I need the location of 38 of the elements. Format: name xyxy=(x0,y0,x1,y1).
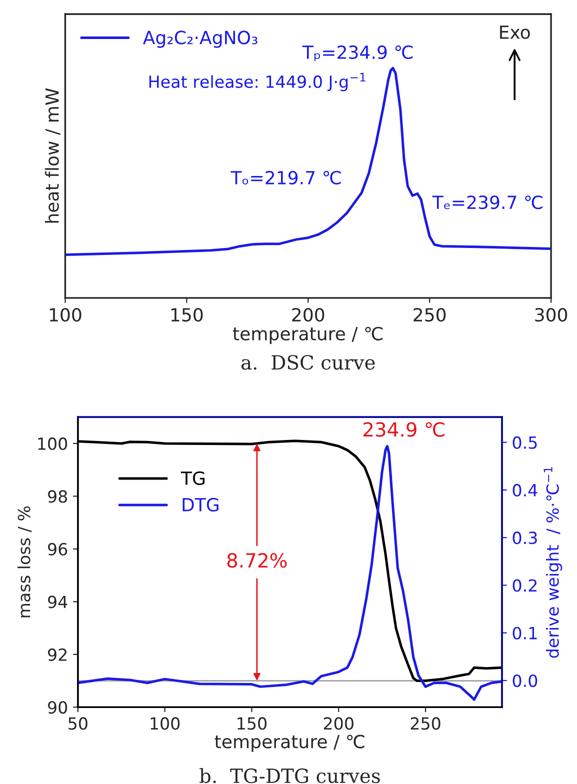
y-tick-label: 96 xyxy=(48,542,68,556)
y-tick-label: 94 xyxy=(48,596,68,608)
annotation: Tₑ=239.7 ℃ xyxy=(432,196,542,210)
x-tick-label: 150 xyxy=(238,717,267,730)
text: a. DSC curve xyxy=(241,355,375,370)
legend-label: DTG xyxy=(182,498,218,512)
x-tick-label: 200 xyxy=(292,308,324,322)
y2-axis-title: derive weight / %·℃$^{−1}$ xyxy=(544,467,562,658)
annotation: Tₚ=234.9 ℃ xyxy=(302,45,413,61)
y2-tick-label: 0.4 xyxy=(512,484,538,497)
y2-tick-label: 0.5 xyxy=(512,436,537,449)
x-tick-label: 50 xyxy=(68,717,88,730)
y2-tick-label: 0.0 xyxy=(512,674,538,688)
y-tick-label: 98 xyxy=(48,490,68,503)
x-axis-title: temperature / ℃ xyxy=(232,326,383,344)
annotation: 234.9 ℃ xyxy=(364,422,444,437)
x-tick-label: 200 xyxy=(324,717,354,730)
x-tick-label: 300 xyxy=(535,308,568,322)
x-tick-label: 250 xyxy=(414,308,446,322)
y-axis-title: heat flow / mW xyxy=(44,88,60,223)
legend-label: TG xyxy=(180,471,205,486)
text: b. TG-DTG curves xyxy=(200,768,380,784)
x-tick-label: 100 xyxy=(150,717,180,730)
annotation: 8.72% xyxy=(227,553,287,568)
x-tick-label: 150 xyxy=(171,308,203,322)
y2-tick-label: 0.2 xyxy=(512,579,537,592)
y-tick-label: 92 xyxy=(48,648,67,661)
annotation: Tₒ=219.7 ℃ xyxy=(230,170,341,184)
x-axis-title: temperature / ℃ xyxy=(214,734,364,752)
y-tick-label: 90 xyxy=(48,701,68,714)
y2-tick-label: 0.3 xyxy=(512,532,537,544)
y-axis-title: mass loss / % xyxy=(17,506,32,618)
legend-label: Ag₂C₂·AgNO₃ xyxy=(142,30,258,48)
text: Exo xyxy=(500,26,530,39)
y2-tick-label: 0.1 xyxy=(512,626,537,640)
x-tick-label: 250 xyxy=(410,717,440,730)
annotation: Heat release: 1449.0 J·g$^{−1}$ xyxy=(149,72,366,92)
y-tick-label: 100 xyxy=(38,437,68,450)
